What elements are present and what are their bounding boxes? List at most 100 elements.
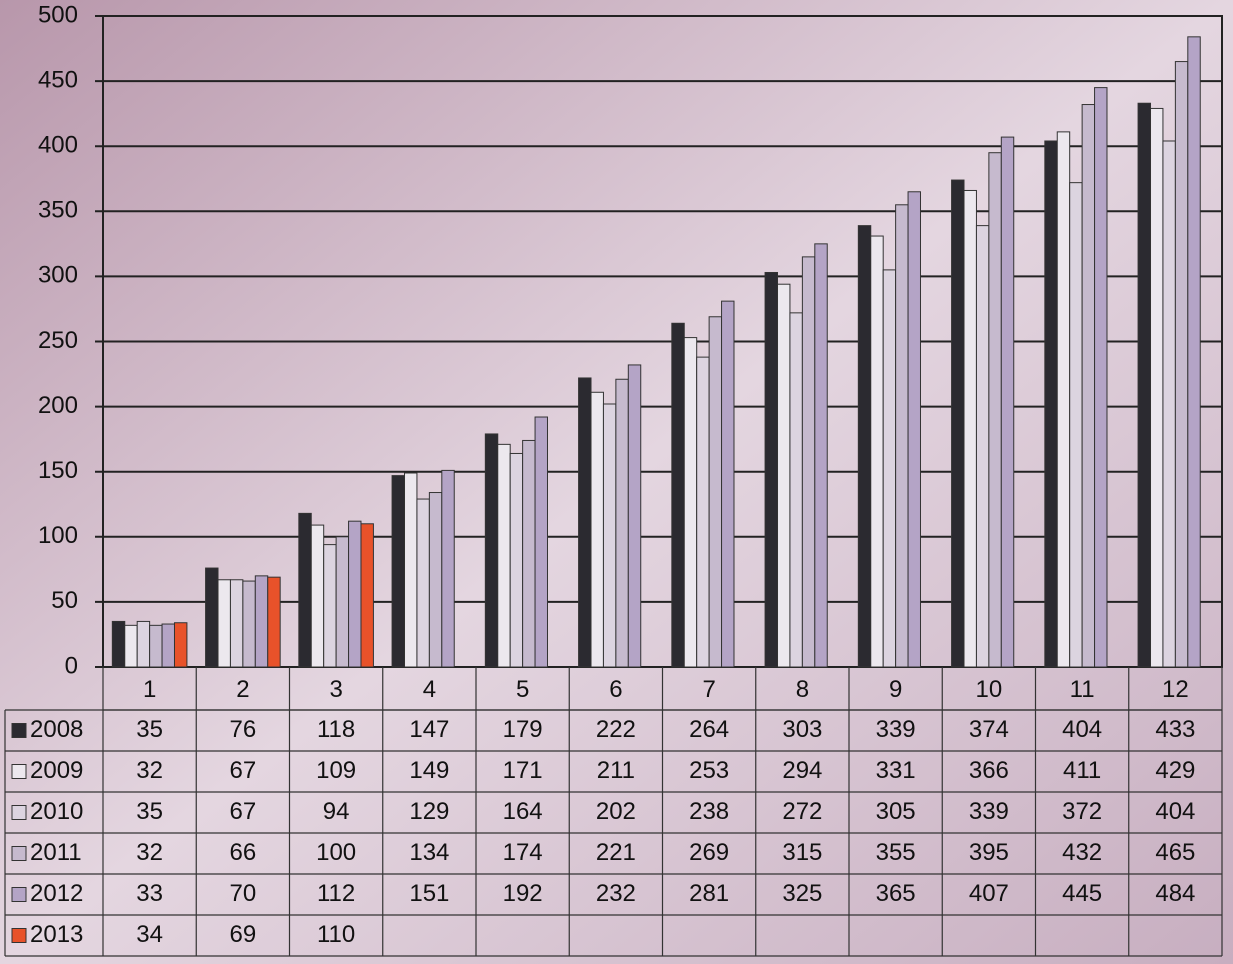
bar	[534, 416, 548, 668]
bar	[814, 243, 828, 668]
bar	[428, 492, 443, 668]
table-value: 264	[689, 716, 729, 743]
legend-label: 2008	[30, 716, 83, 743]
bar	[348, 520, 362, 668]
bar	[416, 498, 430, 668]
table-value: 404	[1062, 716, 1102, 743]
table-value: 484	[1155, 880, 1195, 907]
y-tick-label: 100	[38, 522, 78, 549]
bar	[1187, 36, 1201, 668]
bar	[907, 191, 921, 668]
y-tick-label: 150	[38, 457, 78, 484]
table-value: 147	[409, 716, 449, 743]
bar	[360, 523, 374, 668]
bar	[590, 391, 604, 668]
bar	[136, 620, 151, 668]
table-value: 433	[1155, 716, 1195, 743]
bar	[671, 322, 685, 668]
bar	[602, 403, 617, 668]
table-value: 355	[876, 839, 916, 866]
bar	[161, 623, 175, 668]
table-value: 67	[230, 757, 257, 784]
x-tick-label: 10	[976, 676, 1003, 703]
table-value: 281	[689, 880, 729, 907]
table-value: 67	[230, 798, 257, 825]
bar	[1044, 140, 1058, 668]
bar	[149, 624, 163, 668]
bar	[323, 544, 337, 668]
bar	[578, 377, 592, 668]
table-value: 211	[597, 757, 635, 784]
table-value: 272	[782, 798, 822, 825]
bar	[1056, 131, 1071, 668]
table-value: 372	[1062, 798, 1102, 825]
table-value: 407	[969, 880, 1009, 907]
table-value: 374	[969, 716, 1009, 743]
table-value: 109	[316, 757, 356, 784]
table-value: 66	[230, 839, 257, 866]
y-tick-label: 400	[38, 132, 78, 159]
x-tick-label: 7	[702, 676, 715, 703]
bar	[975, 225, 990, 668]
bar	[696, 356, 710, 668]
table-value: 32	[136, 757, 163, 784]
y-tick-label: 500	[38, 1, 78, 28]
bar	[267, 576, 281, 668]
x-tick-label: 9	[889, 676, 902, 703]
y-tick-label: 350	[38, 197, 78, 224]
legend-label: 2009	[30, 757, 83, 784]
bar	[683, 337, 698, 668]
x-tick-label: 5	[516, 676, 529, 703]
bar	[298, 512, 312, 668]
table-value: 171	[503, 757, 543, 784]
table-value: 151	[409, 880, 449, 907]
table-value: 238	[689, 798, 729, 825]
bar	[335, 536, 350, 668]
bar	[1174, 61, 1189, 668]
table-value: 129	[409, 798, 449, 825]
table-value: 179	[503, 716, 543, 743]
table-value: 34	[136, 921, 163, 948]
bar	[217, 579, 231, 668]
legend-swatch	[11, 846, 27, 861]
x-tick-label: 3	[329, 676, 342, 703]
table-value: 365	[876, 880, 916, 907]
bar	[764, 271, 779, 668]
legend-label: 2013	[30, 921, 83, 948]
bar	[870, 235, 884, 668]
x-tick-label: 4	[423, 676, 436, 703]
x-tick-label: 1	[143, 676, 156, 703]
table-value: 411	[1063, 757, 1101, 784]
table-value: 465	[1155, 839, 1195, 866]
bar	[882, 269, 897, 668]
y-tick-label: 450	[38, 66, 78, 93]
table-value: 164	[503, 798, 543, 825]
table-value: 305	[876, 798, 916, 825]
bar	[615, 378, 629, 668]
x-tick-label: 11	[1070, 676, 1095, 703]
bar	[254, 575, 269, 668]
table-value: 339	[969, 798, 1009, 825]
bar	[1069, 182, 1083, 668]
table-value: 331	[876, 757, 916, 784]
table-value: 110	[317, 921, 355, 948]
legend-label: 2011	[30, 839, 82, 866]
table-value: 432	[1062, 839, 1102, 866]
bar	[789, 312, 803, 668]
bar	[708, 316, 723, 668]
bar	[721, 300, 735, 668]
bar	[627, 364, 642, 668]
table-value: 404	[1155, 798, 1195, 825]
bar	[857, 225, 872, 668]
x-tick-label: 2	[236, 676, 249, 703]
table-value: 33	[136, 880, 163, 907]
table-value: 32	[136, 839, 163, 866]
legend-swatch	[11, 805, 27, 820]
table-value: 366	[969, 757, 1009, 784]
table-value: 339	[876, 716, 916, 743]
bar	[777, 283, 791, 668]
bar	[310, 524, 325, 668]
bar	[1137, 102, 1152, 668]
bar	[173, 622, 188, 668]
